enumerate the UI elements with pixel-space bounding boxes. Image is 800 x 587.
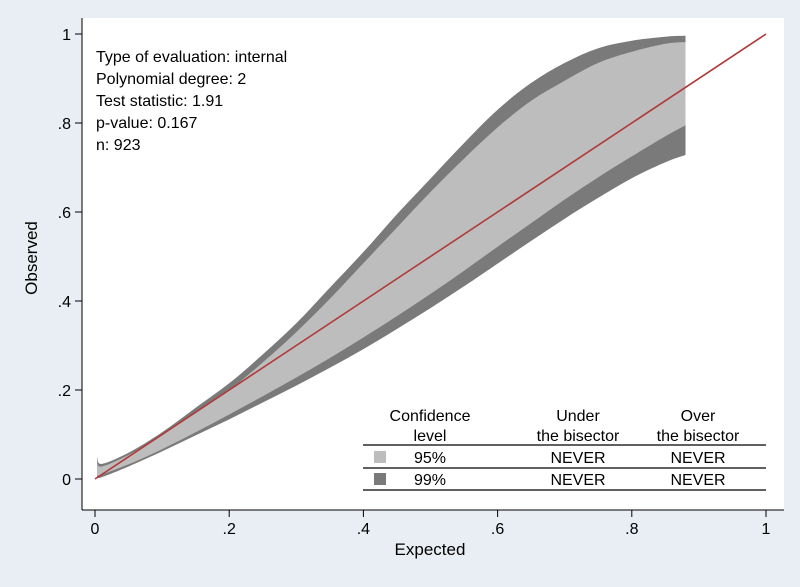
reference-line-layer <box>94 33 767 480</box>
y-tick-label: 1 <box>62 27 71 44</box>
x-tick-label: .2 <box>223 521 236 538</box>
annotation-line: Polynomial degree: 2 <box>96 71 246 88</box>
legend-header-line1: Under <box>556 408 600 425</box>
legend-swatch <box>374 473 386 485</box>
x-tick-label: 0 <box>91 521 100 538</box>
legend-header-line1: Confidence <box>390 408 471 425</box>
y-tick-label: .8 <box>58 116 71 133</box>
y-tick-label: .4 <box>58 294 71 311</box>
confidence-bands <box>97 35 686 479</box>
y-tick-label: .6 <box>58 205 71 222</box>
legend-header-line2: the bisector <box>537 428 620 445</box>
y-tick-label: .2 <box>58 383 71 400</box>
x-axis-ticks: 0 .2 .4 .6 .8 1 <box>91 510 771 538</box>
legend-swatch <box>374 451 386 463</box>
legend-header-line1: Over <box>681 408 716 425</box>
y-axis-label: Observed <box>22 221 41 295</box>
annotation-line: Test statistic: 1.91 <box>96 93 223 110</box>
y-axis-ticks: 0 .2 .4 .6 .8 1 <box>58 27 82 489</box>
legend-level-label: 95% <box>414 450 446 467</box>
x-axis-label: Expected <box>395 540 466 559</box>
x-tick-label: .4 <box>357 521 370 538</box>
annotation-line: p-value: 0.167 <box>96 115 198 132</box>
y-tick-label: 0 <box>62 472 71 489</box>
legend-over-value: NEVER <box>670 450 725 467</box>
legend-header-line2: the bisector <box>657 428 740 445</box>
legend-header-line2: level <box>414 428 447 445</box>
annotation-block: Type of evaluation: internal Polynomial d… <box>96 49 287 154</box>
legend-under-value: NEVER <box>550 450 605 467</box>
legend-under-value: NEVER <box>550 472 605 489</box>
legend-table: Confidence level Under the bisector Over the … <box>363 408 766 491</box>
x-tick-label: .6 <box>491 521 504 538</box>
bisector-line <box>94 33 767 480</box>
legend-over-value: NEVER <box>670 472 725 489</box>
x-tick-label: .8 <box>625 521 638 538</box>
annotation-line: n: 923 <box>96 137 141 154</box>
x-tick-label: 1 <box>762 521 771 538</box>
band-95-area <box>97 42 686 476</box>
annotation-line: Type of evaluation: internal <box>96 49 287 66</box>
legend-level-label: 99% <box>414 472 446 489</box>
